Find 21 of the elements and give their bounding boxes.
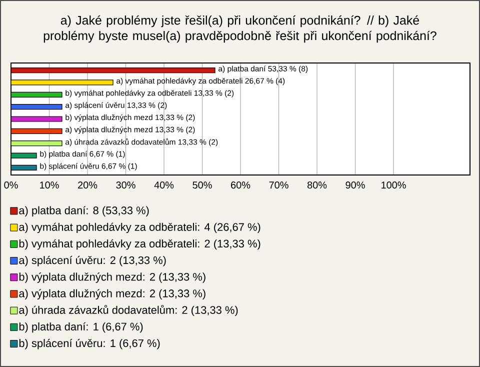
x-tick-label: 10% [40, 182, 59, 189]
legend-label: b) výplata dlužných mezd: 2 (13,33 %) [19, 272, 206, 283]
x-tick-label: 90% [346, 182, 365, 189]
legend-label: a) úhrada závazků dodavatelům: 2 (13,33 %) [19, 304, 238, 316]
x-tick-label: 40% [154, 182, 174, 189]
x-tick-label: 100% [382, 182, 406, 189]
x-tick-label: 20% [78, 182, 98, 189]
legend-label: b) vymáhat pohledávky za odběrateli: 2 (13,33 %) [19, 239, 260, 250]
legend-label: a) platba daní: 8 (53,33 %) [19, 206, 149, 216]
legend-label: a) splácení úvěru: 2 (13,33 %) [19, 256, 166, 266]
legend-label: a) výplata dlužných mezd: 2 (13,33 %) [19, 289, 206, 300]
x-tick-label: 60% [231, 182, 250, 189]
x-tick-label: 70% [269, 182, 288, 189]
x-tick-label: 0% [4, 182, 18, 189]
legend-label: a) vymáhat pohledávky za odběrateli: 4 (26,67 %) [19, 222, 260, 234]
x-tick-label: 80% [307, 182, 327, 189]
x-tick-label: 30% [116, 182, 136, 189]
chart-title: a) Jaké problémy jste řešil(a) při ukončení podnikání? // b) Jaké problémy byste musel(a) pravděpodobně řešit při ukončení podnikání? [44, 15, 436, 43]
legend-label: b) splácení úvěru: 1 (6,67 %) [19, 338, 160, 350]
x-tick-label: 50% [192, 182, 212, 189]
legend-label: b) platba daní: 1 (6,67 %) [19, 322, 143, 333]
